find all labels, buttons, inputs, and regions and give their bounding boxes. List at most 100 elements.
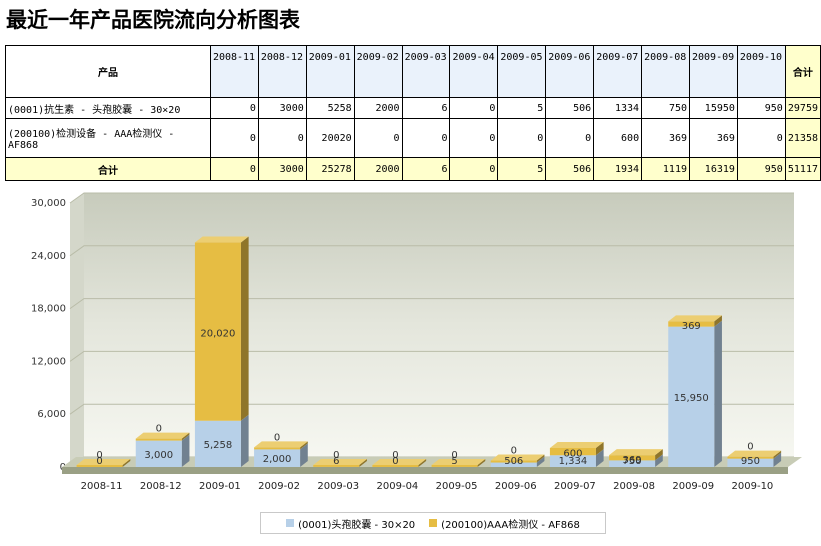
bar-series-2-side xyxy=(300,441,308,450)
data-label-series-2: 369 xyxy=(623,455,642,466)
bar-series-1 xyxy=(609,460,656,467)
bar-series-1-side xyxy=(300,443,308,467)
month-header: 2009-01 xyxy=(305,45,355,98)
data-label-series-2: 0 xyxy=(274,432,280,443)
table-cell: 20020 xyxy=(305,118,355,158)
x-tick-label: 2009-04 xyxy=(377,481,419,492)
data-label-series-1: 1,334 xyxy=(559,456,588,467)
bar-series-1-side xyxy=(655,454,663,467)
data-label-series-1: 5,258 xyxy=(204,440,233,451)
grand-total: 51117 xyxy=(784,157,821,181)
sum-row: 合计 0 3000 25278 2000 6 0 5 506 1934 1119… xyxy=(5,157,821,181)
legend-swatch-series-2 xyxy=(429,519,438,527)
bar-series-2-top xyxy=(76,459,131,465)
data-label-series-1: 6 xyxy=(333,456,339,467)
table-cell: 0 xyxy=(401,118,451,158)
bar-series-2-top xyxy=(135,432,190,439)
x-tick-label: 2009-09 xyxy=(672,481,714,492)
bar-series-2-top xyxy=(194,236,249,243)
bar-series-2-side xyxy=(595,441,604,456)
bar-series-1-side xyxy=(181,434,190,467)
stacked-bar-chart: 06,00012,00018,00024,00030,000002008-113… xyxy=(31,192,802,492)
bar-series-2 xyxy=(372,465,419,467)
data-label-series-1: 950 xyxy=(741,456,760,467)
bar-series-1 xyxy=(727,458,774,467)
bar-series-1-side xyxy=(714,320,722,467)
bar-series-2-side xyxy=(773,450,782,459)
x-tick-label: 2009-02 xyxy=(258,481,300,492)
bar-series-2-top xyxy=(313,458,367,465)
x-tick-label: 2008-11 xyxy=(81,481,123,492)
table-cell: 0 xyxy=(497,118,547,158)
month-header: 2009-02 xyxy=(353,45,403,98)
bar-series-1-side xyxy=(359,460,367,467)
data-label-series-2: 0 xyxy=(392,450,398,461)
bar-series-2-top xyxy=(490,454,545,461)
bar-series-2 xyxy=(76,465,123,467)
bar-series-2-side xyxy=(714,315,722,327)
table-cell: 369 xyxy=(641,118,690,158)
bar-series-2-top xyxy=(727,450,782,457)
table-cell: 0 xyxy=(736,118,786,158)
product-header: 产品 xyxy=(5,45,211,98)
data-label-series-1: 750 xyxy=(623,456,642,467)
sum-cell: 0 xyxy=(209,157,259,181)
data-label-series-2: 0 xyxy=(333,450,339,461)
table-cell: 1334 xyxy=(593,97,643,119)
bar-series-2-side xyxy=(477,458,486,467)
data-label-series-1: 506 xyxy=(504,456,523,467)
data-label-series-2: 20,020 xyxy=(200,329,235,340)
table-cell: 0 xyxy=(449,97,499,119)
row-total: 29759 xyxy=(784,97,821,119)
month-header: 2009-10 xyxy=(736,45,786,98)
sum-label: 合计 xyxy=(5,157,211,181)
bar-series-2-side xyxy=(359,458,367,467)
month-header: 2009-03 xyxy=(401,45,451,98)
bar-series-2-top xyxy=(609,449,663,456)
bar-series-2 xyxy=(254,447,301,450)
bar-series-2 xyxy=(313,464,360,467)
data-label-series-2: 600 xyxy=(563,449,582,460)
sum-cell: 1119 xyxy=(641,157,690,181)
chart-legend: (0001)头孢胶囊 - 30×20 (200100)AAA检测仪 - AF86… xyxy=(260,512,606,534)
bar-series-1 xyxy=(194,420,241,467)
table-cell: 600 xyxy=(593,118,643,158)
gridline xyxy=(69,403,794,415)
table-cell: 0 xyxy=(353,118,403,158)
bar-series-2-top xyxy=(372,459,427,465)
x-tick-label: 2009-03 xyxy=(317,481,359,492)
bar-series-1-side xyxy=(240,414,249,467)
sum-cell: 16319 xyxy=(689,157,738,181)
bar-series-2-top xyxy=(549,441,604,448)
table-cell: 0 xyxy=(449,118,499,158)
data-label-series-1: 0 xyxy=(392,456,398,467)
table-row: (200100)检测设备 - AAA检测仪 - AF868 0 0 20020 … xyxy=(5,118,821,158)
plot-side-wall xyxy=(70,193,84,467)
gridline xyxy=(69,298,794,310)
row-total: 21358 xyxy=(784,118,821,158)
bar-series-1 xyxy=(490,462,537,467)
legend-label: (200100)AAA检测仪 - AF868 xyxy=(441,519,580,531)
data-label-series-2: 0 xyxy=(511,446,517,457)
y-tick-label: 6,000 xyxy=(37,409,66,420)
sum-cell: 6 xyxy=(401,157,451,181)
sum-cell: 3000 xyxy=(257,157,307,181)
data-label-series-1: 15,950 xyxy=(674,393,709,404)
plot-wall xyxy=(84,193,794,457)
y-tick-label: 30,000 xyxy=(31,198,66,209)
bar-series-2 xyxy=(549,447,596,456)
bar-series-2-top xyxy=(431,458,486,465)
plot-floor-edge xyxy=(62,467,788,474)
table-cell: 0 xyxy=(209,97,259,119)
data-label-series-1: 0 xyxy=(96,456,102,467)
sum-cell: 25278 xyxy=(305,157,355,181)
table-cell: 15950 xyxy=(689,97,738,119)
table-cell: 506 xyxy=(545,97,595,119)
sum-cell: 506 xyxy=(545,157,595,181)
legend-item: (0001)头孢胶囊 - 30×20 xyxy=(286,516,415,531)
data-label-series-2: 0 xyxy=(451,450,457,461)
table-row: (0001)抗生素 - 头孢胶囊 - 30×20 0 3000 5258 200… xyxy=(5,97,821,119)
table-cell: 0 xyxy=(209,118,259,158)
table-cell: 750 xyxy=(641,97,690,119)
flow-table: 产品 2008-11 2008-12 2009-01 2009-02 2009-… xyxy=(5,45,821,181)
